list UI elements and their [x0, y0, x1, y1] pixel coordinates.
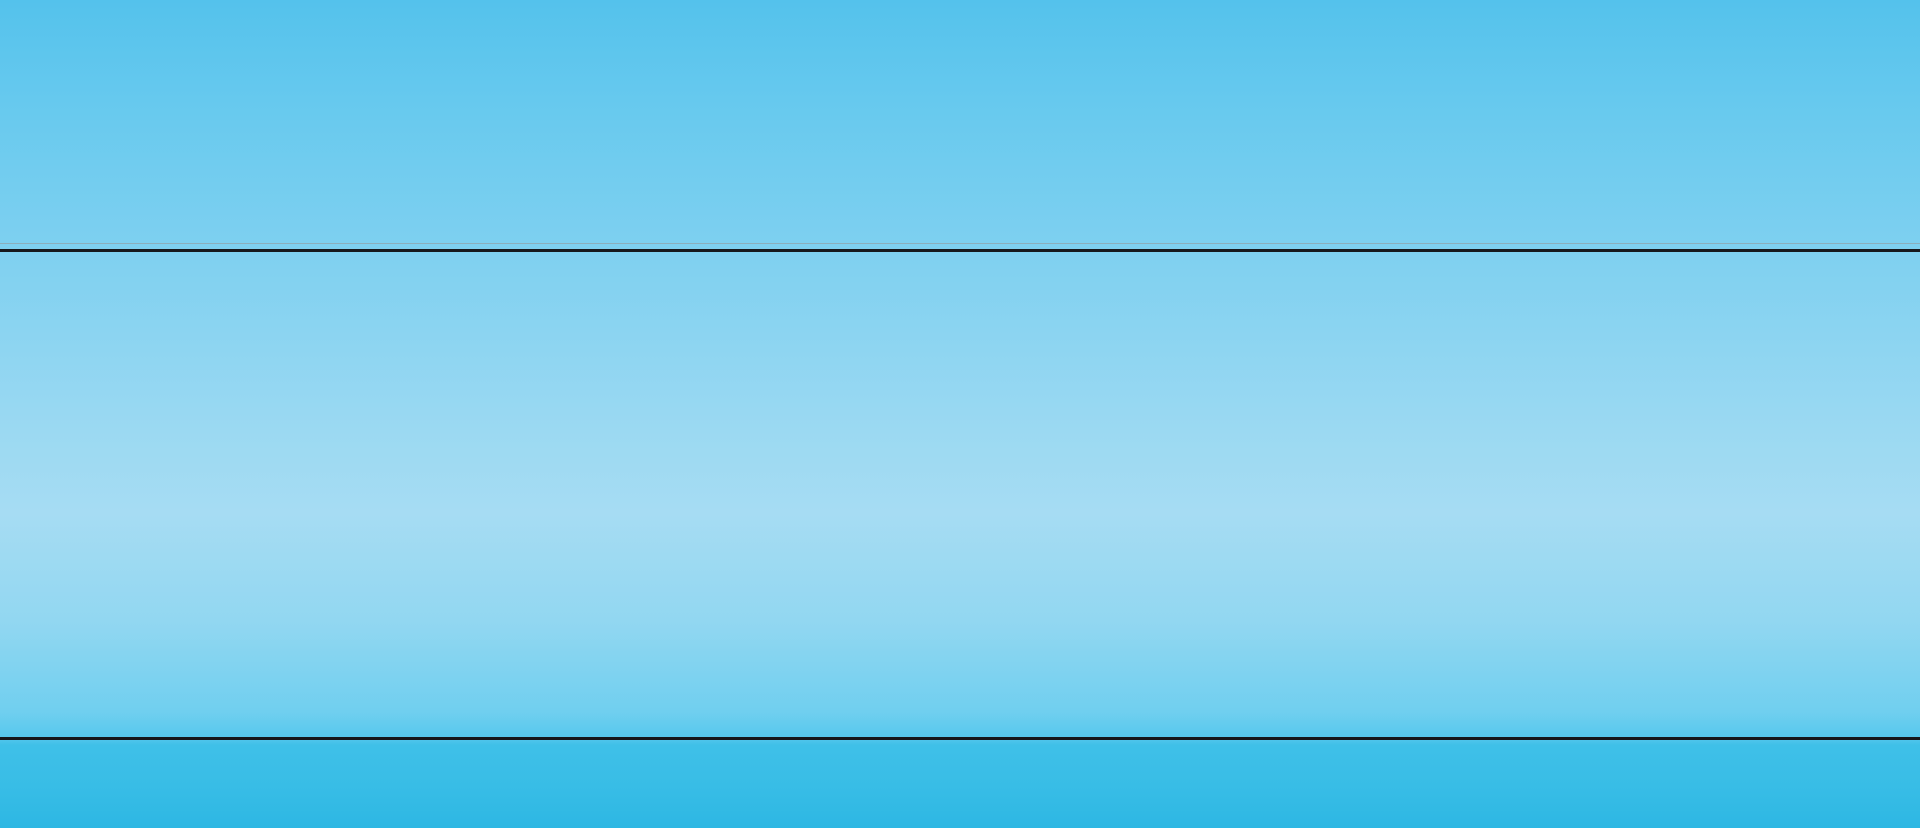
bottom-axis-line: [0, 737, 1920, 740]
spectrum-chart: [0, 252, 1920, 738]
top-axis-line: [0, 249, 1920, 252]
top-axis-hairline: [0, 243, 1920, 244]
